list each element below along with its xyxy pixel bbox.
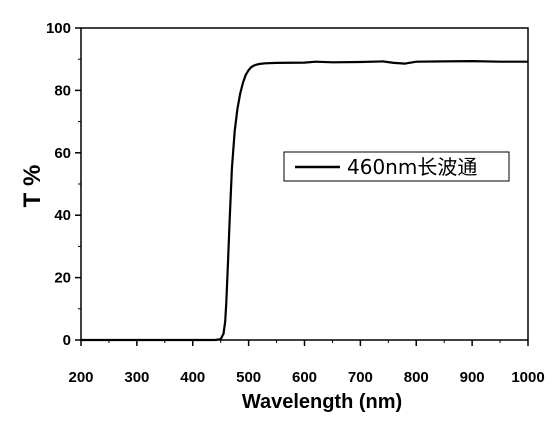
series-layer	[81, 59, 528, 342]
x-tick-label: 1000	[511, 369, 544, 386]
legend-series-label: 460nm长波通	[347, 155, 477, 179]
x-tick-label: 300	[124, 369, 149, 386]
series-line	[81, 59, 528, 342]
y-tick-label: 40	[54, 207, 71, 224]
y-tick-label: 60	[54, 145, 71, 162]
x-axis-ticks: 200 300 400 500 600 700 800 900 1000	[68, 340, 545, 386]
x-tick-label: 900	[460, 369, 485, 386]
y-axis-title: T %	[19, 165, 46, 208]
y-tick-label: 100	[46, 20, 71, 37]
y-tick-label: 0	[63, 332, 71, 349]
plot-frame	[80, 27, 529, 341]
x-tick-label: 500	[236, 369, 261, 386]
y-tick-label: 20	[54, 270, 71, 287]
y-axis-ticks: 0 20 40 60 80 100	[46, 20, 81, 349]
x-tick-label: 400	[180, 369, 205, 386]
legend: 460nm长波通	[283, 151, 510, 182]
x-tick-label: 800	[404, 369, 429, 386]
x-tick-label: 200	[68, 369, 93, 386]
x-tick-label: 600	[292, 369, 317, 386]
x-tick-label: 700	[348, 369, 373, 386]
x-axis-title: Wavelength (nm)	[242, 391, 402, 413]
y-tick-label: 80	[54, 82, 71, 99]
